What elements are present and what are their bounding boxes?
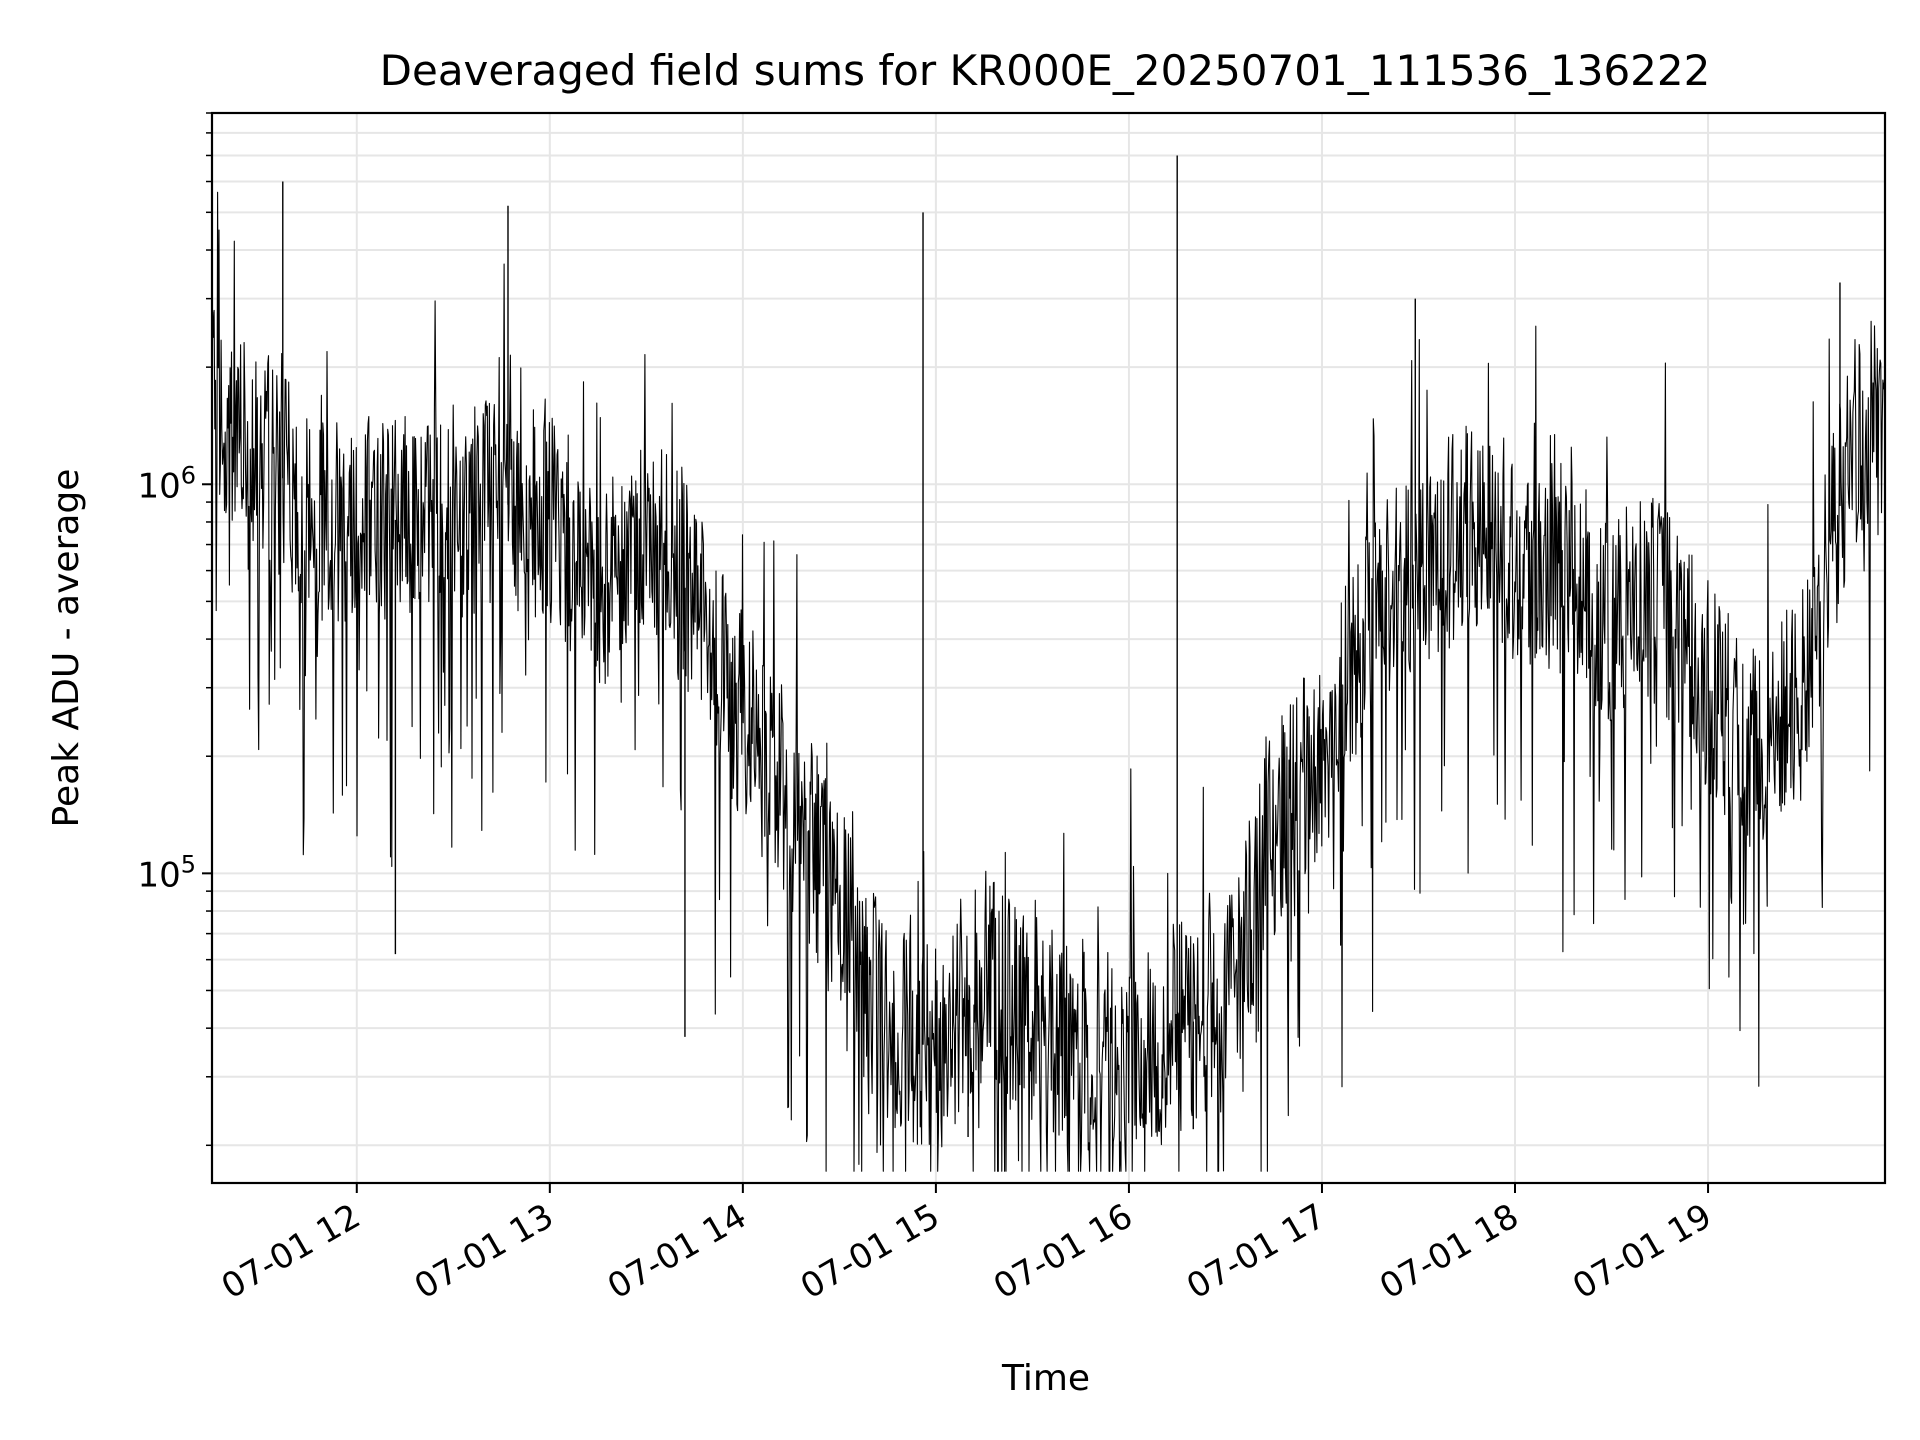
series-line	[211, 155, 1886, 1172]
series-trace	[211, 191, 1886, 1172]
chart-title: Deaveraged field sums for KR000E_2025070…	[380, 46, 1711, 95]
y-axis: 105 106	[137, 112, 212, 1147]
plot-frame	[210, 111, 1887, 1185]
y-tick-label: 105	[137, 850, 196, 895]
x-axis-label: Time	[1001, 1358, 1090, 1399]
y-tick-label: 106	[137, 461, 196, 506]
y-axis-label: Peak ADU - average	[46, 469, 87, 828]
grid	[212, 112, 1885, 1183]
